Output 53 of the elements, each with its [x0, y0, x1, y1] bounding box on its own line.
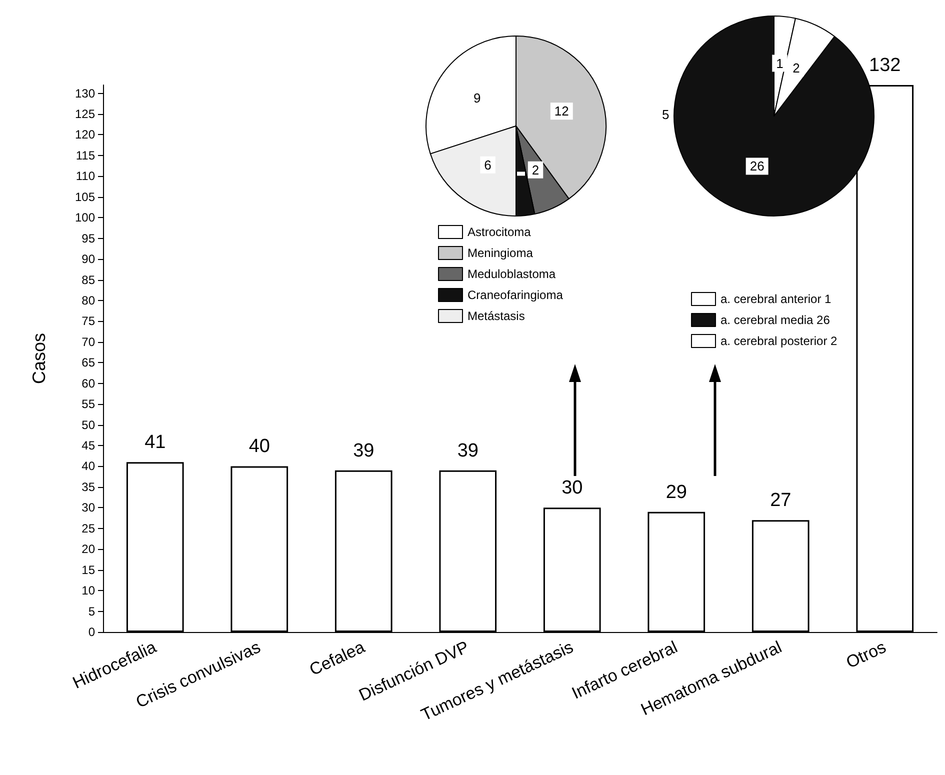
y-tick-label: 0	[88, 625, 96, 639]
data-label: 40	[248, 436, 270, 458]
data-label: 27	[770, 490, 792, 512]
y-axis-title: Casos	[29, 332, 49, 384]
y-tick-label: 60	[82, 376, 96, 390]
y-tick-label: 20	[82, 542, 96, 556]
y-tick-label: 65	[82, 356, 96, 370]
y-tick-label: 45	[82, 438, 96, 453]
y-tick-label: 75	[82, 314, 96, 328]
legend-label: a. cerebral anterior 1	[720, 292, 832, 306]
data-label: 132	[869, 55, 901, 76]
data-label: 26	[750, 158, 764, 174]
annotation: 5	[662, 107, 670, 122]
data-label: 2	[532, 162, 540, 178]
y-tick-label: 130	[74, 86, 96, 100]
data-label: 30	[562, 478, 583, 499]
data-label: 39	[353, 440, 374, 462]
data-label: 41	[144, 432, 166, 454]
y-tick-label: 35	[82, 480, 96, 494]
x-tick-label: Otros	[843, 637, 889, 672]
legend-label: a. cerebral media 26	[720, 313, 830, 327]
y-tick-label: 70	[82, 334, 96, 349]
y-tick-label: 80	[82, 293, 96, 308]
y-tick-label: 110	[76, 169, 96, 184]
y-tick-label: 10	[82, 584, 96, 598]
y-tick-label: 85	[82, 272, 96, 287]
legend-label: Craneofaringioma	[468, 288, 564, 302]
y-tick-label: 5	[88, 604, 96, 618]
legend-label: Metástasis	[468, 309, 525, 323]
legend-label: Meduloblastoma	[468, 267, 556, 281]
data-label: 9	[474, 90, 481, 106]
data-label: 2	[792, 60, 800, 76]
y-tick-label: 105	[74, 190, 96, 204]
y-tick-label: 115	[76, 148, 96, 162]
data-label: 29	[666, 482, 687, 503]
y-tick-label: 95	[82, 231, 96, 246]
y-tick-label: 30	[82, 500, 96, 515]
legend-label: Astrocitoma	[468, 225, 532, 239]
y-tick-label: 90	[82, 252, 96, 266]
y-tick-label: 55	[82, 397, 96, 412]
y-tick-label: 40	[82, 459, 96, 474]
y-tick-label: 125	[74, 107, 96, 122]
legend-label: Meningioma	[468, 246, 534, 260]
y-tick-label: 50	[82, 418, 96, 432]
y-tick-label: 25	[82, 521, 96, 536]
data-label: 12	[554, 104, 569, 119]
y-tick-label: 120	[74, 128, 96, 142]
y-tick-label: 15	[82, 562, 96, 577]
y-tick-label: 100	[74, 210, 96, 225]
data-label: 6	[484, 157, 492, 172]
data-label: 1	[776, 56, 784, 71]
data-label: 39	[457, 440, 478, 462]
legend-label: a. cerebral posterior 2	[720, 334, 838, 348]
